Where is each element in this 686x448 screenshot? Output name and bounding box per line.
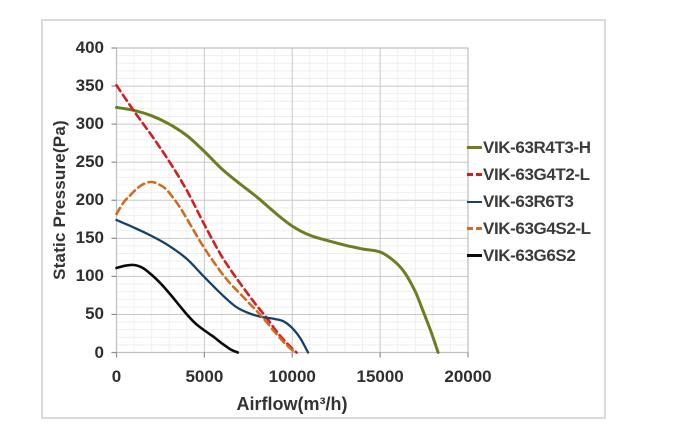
x-tick-label-10000: 10000 bbox=[268, 367, 316, 386]
dashed-line-swatch-icon bbox=[467, 173, 483, 176]
curve-VIK-63R4T3-H bbox=[115, 105, 440, 354]
legend-item-VIK-63R6T3: VIK-63R6T3 bbox=[467, 188, 591, 215]
x-tick-label-20000: 20000 bbox=[444, 367, 492, 386]
y-tick-label-200: 200 bbox=[75, 190, 104, 210]
solid-line-swatch-icon bbox=[467, 254, 483, 257]
curve-VIK-63R6T3 bbox=[115, 218, 310, 354]
legend-item-VIK-63G4T2-L: VIK-63G4T2-L bbox=[467, 161, 591, 188]
solid-line-swatch-icon bbox=[467, 200, 483, 203]
legend-label: VIK-63R4T3-H bbox=[483, 137, 591, 157]
legend-label: VIK-63G6S2 bbox=[483, 245, 576, 265]
legend-item-VIK-63G4S2-L: VIK-63G4S2-L bbox=[467, 215, 591, 242]
y-tick-label-100: 100 bbox=[75, 266, 104, 286]
y-tick-label-250: 250 bbox=[75, 152, 104, 172]
y-tick-label-300: 300 bbox=[75, 114, 104, 134]
y-tick-label-400: 400 bbox=[75, 38, 104, 57]
solid-line-swatch-icon bbox=[467, 146, 483, 149]
x-tick-label-15000: 15000 bbox=[356, 367, 404, 386]
legend: VIK-63R4T3-H VIK-63G4T2-L VIK-63R6T3 VIK-63… bbox=[467, 134, 591, 269]
legend-item-VIK-63G6S2: VIK-63G6S2 bbox=[467, 242, 591, 269]
legend-label: VIK-63G4S2-L bbox=[483, 218, 591, 238]
x-axis-title: Airflow(m³/h) bbox=[236, 394, 348, 414]
legend-item-VIK-63R4T3-H: VIK-63R4T3-H bbox=[467, 134, 591, 161]
y-tick-label-350: 350 bbox=[75, 76, 104, 96]
x-tick-label-0: 0 bbox=[111, 367, 122, 386]
curve-VIK-63G4T2-L bbox=[115, 84, 298, 354]
dashed-line-swatch-icon bbox=[467, 227, 483, 230]
y-tick-label-50: 50 bbox=[85, 304, 104, 324]
curve-VIK-63G6S2 bbox=[115, 263, 240, 354]
legend-label: VIK-63R6T3 bbox=[483, 191, 574, 211]
y-tick-label-0: 0 bbox=[94, 342, 104, 362]
legend-label: VIK-63G4T2-L bbox=[483, 164, 590, 184]
curve-VIK-63G4S2-L bbox=[115, 180, 297, 354]
x-tick-label-5000: 5000 bbox=[185, 367, 224, 386]
y-tick-label-150: 150 bbox=[75, 228, 104, 248]
